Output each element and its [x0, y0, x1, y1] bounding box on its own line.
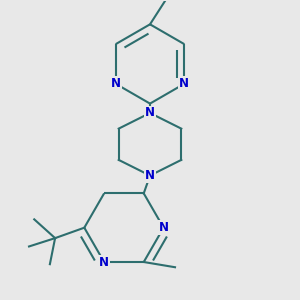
Text: N: N — [111, 77, 121, 90]
Text: N: N — [179, 77, 189, 90]
Text: N: N — [145, 106, 155, 119]
Text: N: N — [145, 169, 155, 182]
Text: N: N — [99, 256, 109, 268]
Text: N: N — [159, 221, 169, 234]
